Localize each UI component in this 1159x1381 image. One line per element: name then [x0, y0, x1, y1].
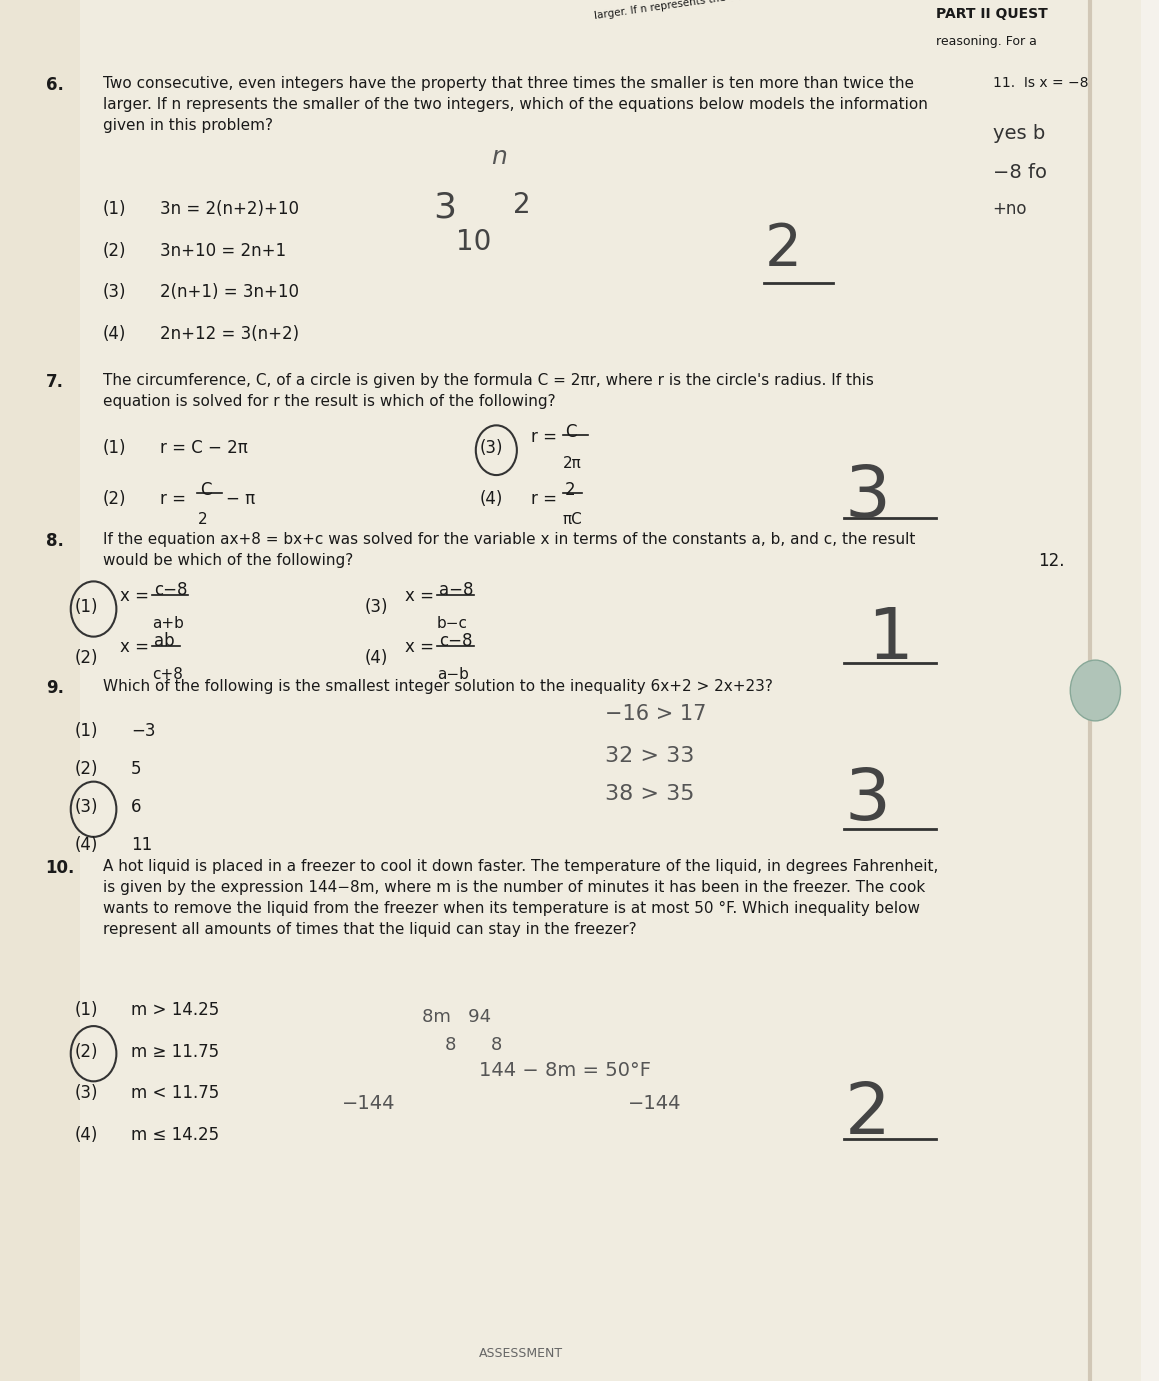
Text: r =: r = [531, 490, 556, 508]
Text: (2): (2) [74, 1043, 97, 1061]
Text: c−8: c−8 [439, 632, 473, 650]
Text: 144 − 8m = 50°F: 144 − 8m = 50°F [479, 1061, 651, 1080]
Text: −16 > 17: −16 > 17 [605, 704, 706, 724]
Text: (4): (4) [479, 490, 503, 508]
Text: 2: 2 [765, 221, 802, 278]
Text: The circumference, C, of a circle is given by the formula C = 2πr, where r is th: The circumference, C, of a circle is giv… [103, 373, 874, 409]
Text: 11.  Is x = −8: 11. Is x = −8 [992, 76, 1088, 90]
Text: (1): (1) [74, 598, 97, 616]
Text: m > 14.25: m > 14.25 [131, 1001, 219, 1019]
Circle shape [1070, 660, 1121, 721]
Text: (4): (4) [74, 836, 97, 853]
Text: m ≤ 14.25: m ≤ 14.25 [131, 1126, 219, 1143]
Text: C: C [199, 481, 211, 499]
Text: (1): (1) [103, 200, 126, 218]
Text: a−b: a−b [437, 667, 469, 682]
Text: 3: 3 [845, 463, 890, 532]
Text: reasoning. For a: reasoning. For a [935, 36, 1036, 48]
Text: (4): (4) [365, 649, 388, 667]
Text: 6: 6 [131, 798, 141, 816]
Text: −3: −3 [131, 722, 155, 740]
Text: −8 fo: −8 fo [992, 163, 1047, 182]
Text: 8.: 8. [45, 532, 64, 550]
Text: 11: 11 [131, 836, 153, 853]
Text: 10: 10 [457, 228, 491, 255]
Text: (2): (2) [74, 649, 97, 667]
Text: a+b: a+b [152, 616, 183, 631]
Text: 2n+12 = 3(n+2): 2n+12 = 3(n+2) [160, 325, 299, 342]
Text: 2(n+1) = 3n+10: 2(n+1) = 3n+10 [160, 283, 299, 301]
Text: 2: 2 [513, 191, 531, 218]
Text: (4): (4) [74, 1126, 97, 1143]
Text: r =: r = [531, 428, 556, 446]
Text: larger. If n represents the smaller of the two integers, which of the equations : larger. If n represents the smaller of t… [593, 0, 1152, 21]
Text: c−8: c−8 [154, 581, 188, 599]
Text: +no: +no [992, 200, 1027, 218]
Text: 2: 2 [564, 481, 575, 499]
Text: m < 11.75: m < 11.75 [131, 1084, 219, 1102]
Text: C: C [564, 423, 576, 441]
Text: (1): (1) [103, 439, 126, 457]
Text: − π: − π [226, 490, 255, 508]
Text: ASSESSMENT: ASSESSMENT [479, 1348, 563, 1360]
Text: (3): (3) [365, 598, 388, 616]
Text: 9.: 9. [45, 679, 64, 697]
Text: (3): (3) [74, 1084, 97, 1102]
Text: 2π: 2π [562, 456, 582, 471]
Text: n: n [490, 145, 506, 168]
Text: (3): (3) [103, 283, 126, 301]
Text: x =: x = [404, 587, 435, 605]
Bar [0, 0, 80, 1381]
Text: 3: 3 [845, 766, 890, 836]
Text: −144: −144 [342, 1094, 396, 1113]
Text: ab: ab [154, 632, 175, 650]
Text: 3n+10 = 2n+1: 3n+10 = 2n+1 [160, 242, 286, 260]
Text: 8      8: 8 8 [445, 1036, 502, 1054]
Text: 38 > 35: 38 > 35 [605, 784, 694, 804]
Text: x =: x = [119, 638, 148, 656]
Text: c+8: c+8 [152, 667, 183, 682]
Text: 7.: 7. [45, 373, 64, 391]
Text: 1: 1 [867, 605, 913, 674]
Text: 2: 2 [845, 1080, 890, 1149]
Text: (3): (3) [479, 439, 503, 457]
Text: x =: x = [404, 638, 435, 656]
Text: If the equation ax+8 = bx+c was solved for the variable x in terms of the consta: If the equation ax+8 = bx+c was solved f… [103, 532, 916, 568]
Text: PART II QUEST: PART II QUEST [935, 7, 1048, 21]
Text: 5: 5 [131, 760, 141, 778]
Text: 32 > 33: 32 > 33 [605, 746, 694, 765]
Text: b−c: b−c [437, 616, 468, 631]
Text: (1): (1) [74, 722, 97, 740]
Text: (4): (4) [103, 325, 126, 342]
Text: 10.: 10. [45, 859, 75, 877]
Text: 8m   94: 8m 94 [422, 1008, 491, 1026]
Text: (2): (2) [74, 760, 97, 778]
Text: yes b: yes b [992, 124, 1045, 144]
Text: (3): (3) [74, 798, 97, 816]
Text: A hot liquid is placed in a freezer to cool it down faster. The temperature of t: A hot liquid is placed in a freezer to c… [103, 859, 938, 936]
Text: x =: x = [119, 587, 148, 605]
Text: (1): (1) [74, 1001, 97, 1019]
Text: −144: −144 [627, 1094, 681, 1113]
Text: 12.: 12. [1038, 552, 1065, 570]
Text: (2): (2) [103, 242, 126, 260]
Text: a−8: a−8 [439, 581, 474, 599]
Text: (2): (2) [103, 490, 126, 508]
Text: πC: πC [562, 512, 582, 528]
Text: 3n = 2(n+2)+10: 3n = 2(n+2)+10 [160, 200, 299, 218]
Text: 6.: 6. [45, 76, 64, 94]
Text: 2: 2 [197, 512, 207, 528]
Text: m ≥ 11.75: m ≥ 11.75 [131, 1043, 219, 1061]
Text: 3: 3 [433, 191, 457, 225]
Text: Two consecutive, even integers have the property that three times the smaller is: Two consecutive, even integers have the … [103, 76, 927, 133]
Text: r = C − 2π: r = C − 2π [160, 439, 248, 457]
Text: Which of the following is the smallest integer solution to the inequality 6x+2 >: Which of the following is the smallest i… [103, 679, 773, 695]
Text: r =: r = [160, 490, 185, 508]
